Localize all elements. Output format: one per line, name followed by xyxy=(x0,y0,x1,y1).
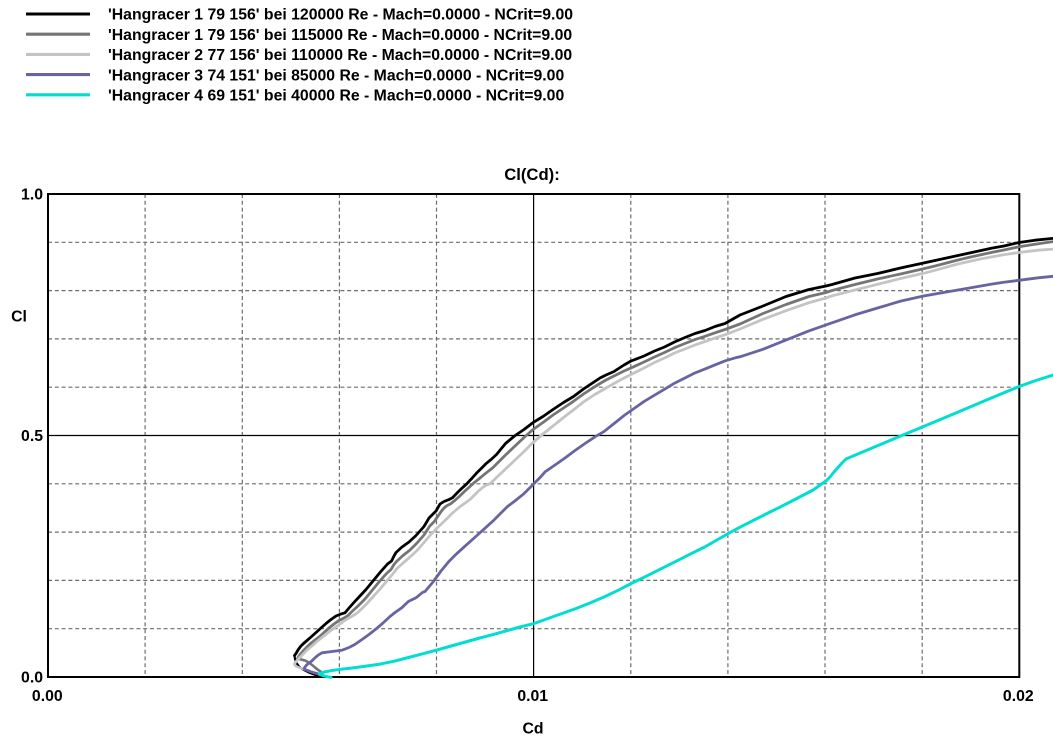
svg-text:Cd: Cd xyxy=(522,721,543,738)
svg-text:0.5: 0.5 xyxy=(21,428,43,445)
svg-text:'Hangracer 3 74 151' bei 85000: 'Hangracer 3 74 151' bei 85000 Re - Mach… xyxy=(108,67,564,84)
svg-text:'Hangracer 4 69 151' bei 40000: 'Hangracer 4 69 151' bei 40000 Re - Mach… xyxy=(108,88,564,105)
svg-text:0.00: 0.00 xyxy=(32,688,63,705)
svg-text:0.01: 0.01 xyxy=(517,688,548,705)
svg-text:0.02: 0.02 xyxy=(1003,688,1034,705)
svg-text:0.0: 0.0 xyxy=(21,670,43,687)
svg-text:1.0: 1.0 xyxy=(21,187,43,204)
svg-text:'Hangracer 1 79 156' bei 12000: 'Hangracer 1 79 156' bei 120000 Re - Mac… xyxy=(108,7,573,24)
svg-text:Cl(Cd):: Cl(Cd): xyxy=(504,165,560,184)
svg-text:'Hangracer 2 77 156' bei 11000: 'Hangracer 2 77 156' bei 110000 Re - Mac… xyxy=(108,47,572,64)
svg-text:'Hangracer 1 79 156' bei 11500: 'Hangracer 1 79 156' bei 115000 Re - Mac… xyxy=(108,27,572,44)
svg-text:Cl: Cl xyxy=(11,309,27,326)
